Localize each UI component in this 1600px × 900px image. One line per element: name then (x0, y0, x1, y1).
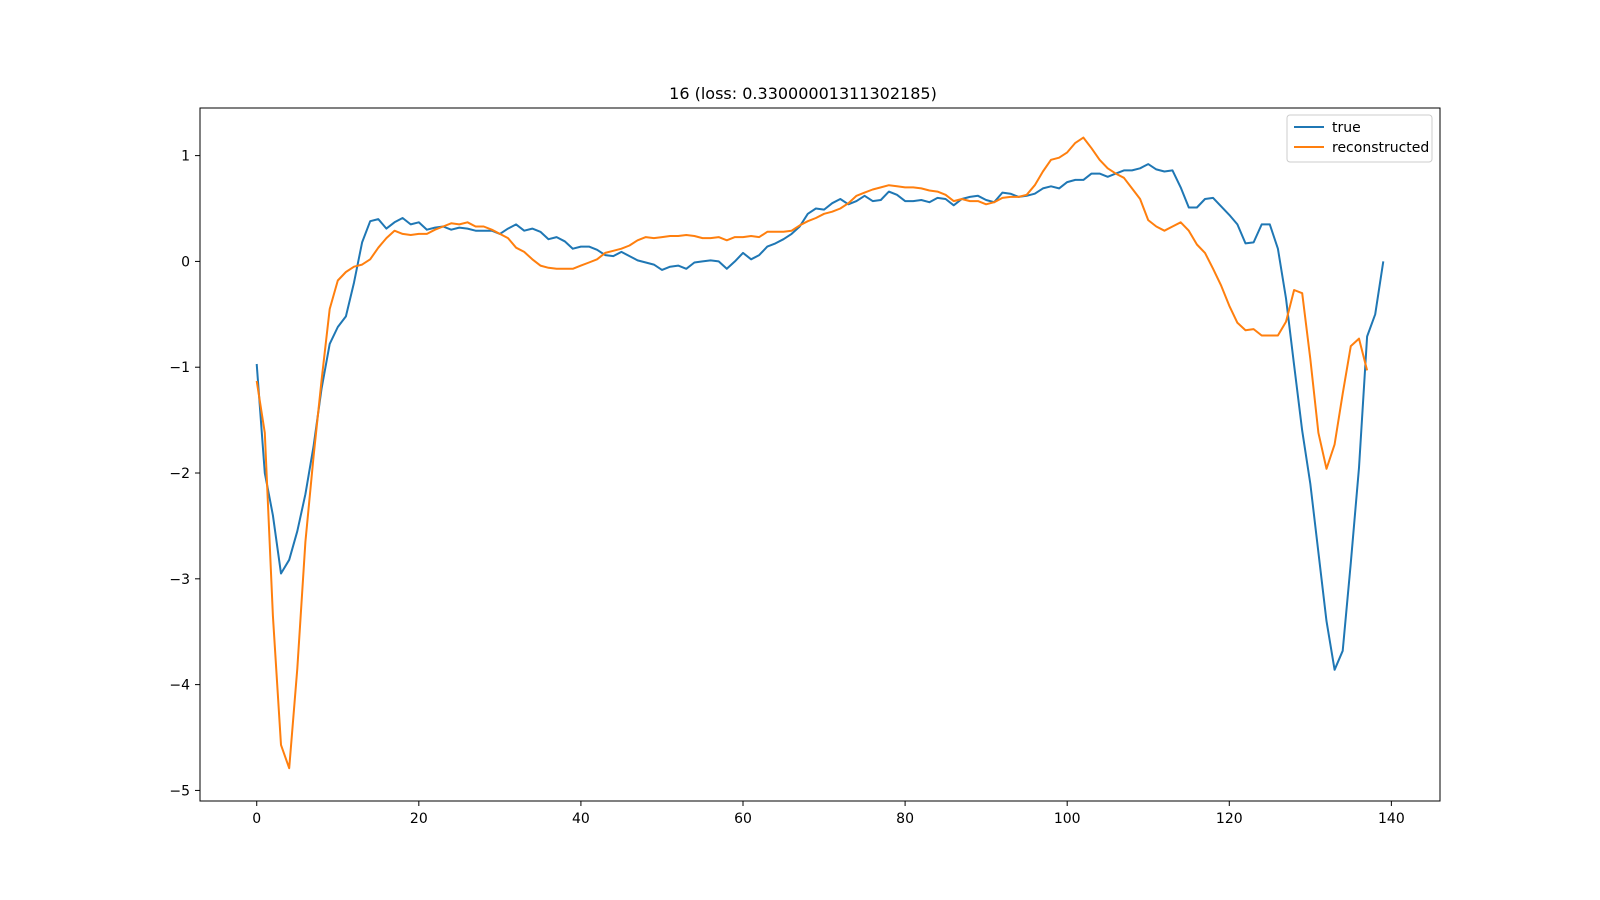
plot-area (199, 107, 1441, 802)
y-tick-label: 1 (181, 149, 190, 165)
y-tick-label: 0 (181, 254, 190, 270)
chart-title: 16 (loss: 0.33000001311302185) (669, 84, 937, 103)
y-tick-label: −3 (169, 572, 190, 588)
x-tick-label: 20 (410, 811, 428, 827)
y-tick-label: −1 (169, 360, 190, 376)
series-lines (255, 136, 1385, 770)
series-line-reconstructed (255, 136, 1369, 770)
legend-label-true: true (1332, 120, 1361, 136)
legend-label-reconstructed: reconstructed (1332, 140, 1429, 156)
x-tick-label: 100 (1054, 811, 1081, 827)
y-tick-label: −4 (169, 678, 190, 694)
y-tick-label: −2 (169, 466, 190, 482)
x-tick-label: 0 (252, 811, 261, 827)
x-axis: 0 20 40 60 80 100 120 140 (252, 801, 1405, 827)
y-tick-label: −5 (169, 783, 190, 799)
series-line-true (255, 163, 1385, 671)
x-tick-label: 40 (572, 811, 590, 827)
x-tick-label: 120 (1216, 811, 1243, 827)
x-tick-label: 80 (896, 811, 914, 827)
x-tick-label: 140 (1378, 811, 1405, 827)
x-tick-label: 60 (734, 811, 752, 827)
y-axis: 1 0 −1 −2 −3 −4 −5 (169, 149, 200, 799)
legend: true reconstructed (1286, 114, 1433, 163)
